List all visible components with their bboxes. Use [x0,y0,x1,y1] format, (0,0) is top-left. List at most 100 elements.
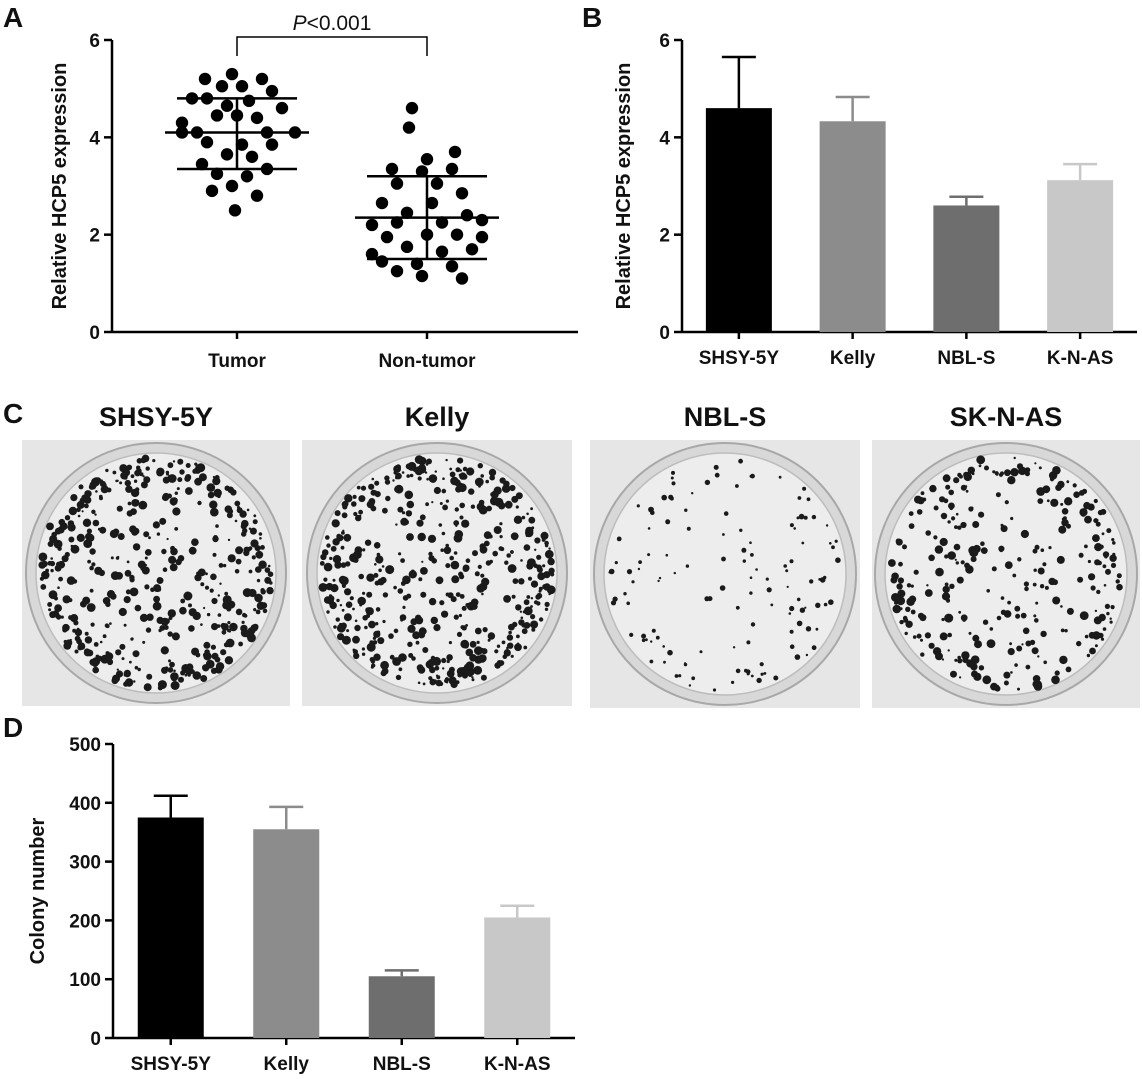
colony [77,642,86,650]
colony [912,635,917,639]
colony [356,485,361,490]
colony [520,616,524,620]
colony [397,506,404,513]
colony [1039,584,1045,589]
colony [967,466,975,474]
colony [145,627,152,633]
colony [86,649,94,657]
colony [352,607,355,611]
colony [913,569,919,575]
colony [406,474,410,478]
colony [156,577,164,584]
colony [750,553,754,557]
colony [949,506,953,511]
colony [904,631,908,636]
colony [476,584,485,593]
colony [153,595,161,603]
colony [990,682,998,691]
colony [384,479,391,485]
colony [461,625,467,631]
colony [57,546,62,551]
colony [1032,675,1041,683]
colony [746,672,750,676]
colony [86,528,92,534]
colony [227,538,231,542]
colony [161,666,168,674]
colony [125,485,133,493]
x-tick-label: SHSY-5Y [699,348,780,369]
colony [94,513,97,516]
colony [413,468,417,472]
colony [235,546,244,555]
colony [1037,567,1045,575]
colony [221,629,227,635]
bar [933,205,1000,332]
colony [144,584,150,590]
colony [763,672,767,675]
colony [1033,614,1037,618]
colony [533,600,539,605]
colony [509,484,516,492]
colony [210,573,217,581]
colony [968,631,972,635]
data-point [385,162,399,176]
x-tick-label: K-N-AS [484,1054,551,1075]
colony [760,672,764,676]
colony [130,474,135,479]
colony [106,487,112,493]
colony [361,647,365,651]
colony [519,610,523,613]
colony [472,550,478,557]
colony [459,666,469,676]
colony [109,622,112,625]
colony [1060,605,1063,608]
colony [371,477,375,481]
colony [203,606,206,610]
colony [70,494,78,502]
colony [153,584,162,593]
colony [192,540,197,545]
colony [815,627,819,631]
colony [58,576,63,582]
colony [382,619,386,624]
colony [146,613,154,621]
colony [527,576,533,581]
colony [194,462,198,466]
colony [344,588,352,596]
colony [1007,600,1011,605]
colony [384,475,390,481]
colony [234,500,241,507]
colony [984,465,989,471]
colony [99,496,103,501]
colony [1092,631,1101,640]
data-point [220,99,234,112]
colony [204,585,210,590]
colony [1017,557,1022,562]
colony [377,578,385,586]
colony [1058,525,1067,534]
colony [87,559,91,564]
colony [362,591,366,595]
colony [172,460,176,463]
bar [1047,180,1114,332]
colony [434,665,440,671]
colony [498,660,505,666]
colony [241,620,245,624]
x-tick-label: Non-tumor [378,351,476,372]
colony [425,462,429,466]
colony [766,587,772,593]
colony [548,547,551,550]
colony [712,688,717,692]
colony [1077,576,1084,583]
colony [248,588,257,598]
data-point [210,109,224,122]
colony [211,623,219,631]
colony [449,555,454,561]
data-point [198,72,212,86]
colony [462,642,469,649]
colony [133,479,138,483]
colony [446,669,455,678]
colony [340,562,347,568]
colony [359,514,362,518]
colony [222,563,227,568]
